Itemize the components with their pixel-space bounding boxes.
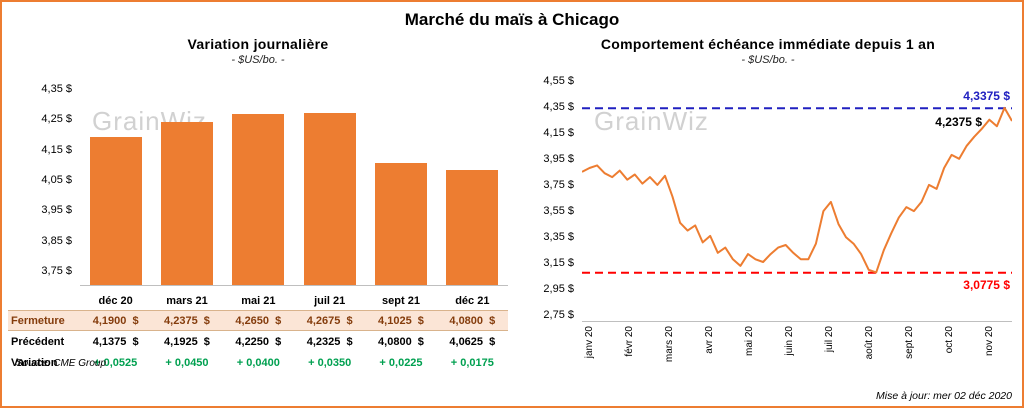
y-axis-tick-label: 4,35 $ — [543, 100, 574, 113]
left-chart-title: Variation journalière — [187, 36, 329, 52]
table-cell: 4,1900 $ — [92, 314, 139, 327]
table-cell: 4,1025 $ — [378, 314, 424, 327]
table-cell: 4,0625 $ — [449, 335, 496, 348]
y-axis-tick-label: 3,35 $ — [543, 231, 574, 244]
y-axis-tick-label: 4,35 $ — [41, 83, 72, 96]
table-cell: 4,2650 $ — [235, 314, 282, 327]
table-row-label: Précédent — [11, 335, 65, 348]
table-cell: 4,2675 $ — [306, 314, 353, 327]
right-chart-title: Comportement échéance immédiate depuis 1… — [600, 36, 936, 52]
x-axis-tick-label: févr 20 — [624, 326, 635, 357]
line-chart-x-axis: janv 20 févr 20 mars 20 avr 20 mai 20 juin 20… — [582, 322, 1012, 374]
x-axis-tick-label: juin 20 — [784, 326, 795, 356]
x-axis-tick-label: nov 20 — [984, 326, 995, 357]
y-axis-tick-label: 3,95 $ — [543, 152, 574, 165]
reference-line-label: 4,3375 $ — [963, 89, 1010, 104]
right-chart-subtitle: - $US/bo. - — [741, 54, 795, 66]
bar-sept 21 — [375, 163, 427, 285]
reference-line-label: 3,0775 $ — [963, 277, 1010, 292]
x-axis-tick-label: mai 20 — [744, 326, 755, 357]
y-axis-tick-label: 4,15 $ — [41, 143, 72, 156]
x-axis-tick-label: janv 20 — [584, 326, 595, 359]
line-chart-plot-area: GrainWiz 4,3375 $3,0775 $4,2375 $ — [582, 74, 1012, 322]
bar-déc 20 — [89, 136, 142, 285]
bar-chart-plot-area: GrainWiz — [80, 74, 508, 286]
y-axis-tick-label: 4,15 $ — [543, 126, 574, 139]
table-row-precedent: Précédent 4,1375 $ 4,1925 $ 4,2250 $ 4,2325 … — [8, 331, 508, 352]
bar-chart: 4,35 $ 4,25 $ 4,15 $ 4,05 $ 3,95 $ 3,85 $ 3,75… — [8, 74, 508, 286]
table-header-row: déc 20 mars 21 mai 21 juil 21 sept 21 déc 21 — [8, 292, 508, 310]
bar-déc 21 — [446, 169, 499, 285]
y-axis-tick-label: 3,75 $ — [543, 178, 574, 191]
y-axis-tick-label: 3,55 $ — [543, 205, 574, 218]
price-annotation-label: 4,2375 $ — [935, 115, 982, 130]
table-header-cell: déc 20 — [98, 295, 133, 307]
table-cell: 4,0800 $ — [378, 335, 424, 348]
source-note: Source: CME Group — [16, 358, 107, 369]
table-row-label: Fermeture — [11, 314, 65, 327]
bar-juil 21 — [303, 113, 356, 285]
table-header-cell: mai 21 — [241, 295, 276, 307]
price-table: déc 20 mars 21 mai 21 juil 21 sept 21 déc 21 F… — [8, 292, 508, 373]
page-title: Marché du maïs à Chicago — [404, 10, 620, 29]
table-header-cell: mars 21 — [166, 295, 208, 307]
x-axis-tick-label: juil 20 — [824, 326, 835, 353]
table-cell: + 0,0225 — [379, 356, 423, 369]
line-chart-svg — [582, 106, 1012, 274]
table-header-cell: déc 21 — [455, 295, 490, 307]
table-row-label: Variation — [11, 356, 58, 369]
price-line — [582, 106, 1012, 274]
one-year-trend-panel: Comportement échéance immédiate depuis 1… — [516, 36, 1020, 374]
x-axis-tick-label: août 20 — [864, 326, 875, 360]
y-axis-tick-label: 3,75 $ — [41, 264, 72, 277]
table-header-cell: juil 21 — [314, 295, 346, 307]
y-axis-tick-label: 3,15 $ — [543, 257, 574, 270]
y-axis-tick-label: 2,75 $ — [543, 309, 574, 322]
bar-chart-y-axis: 4,35 $ 4,25 $ 4,15 $ 4,05 $ 3,95 $ 3,85 $ 3,75… — [8, 74, 80, 286]
x-axis-tick-label: mars 20 — [664, 326, 675, 363]
table-cell: + 0,0400 — [236, 356, 280, 369]
table-row-variation: Variation + 0,0525 + 0,0450 + 0,0400 + 0,035… — [8, 352, 508, 373]
table-header-cell: sept 21 — [382, 295, 420, 307]
table-cell: + 0,0350 — [308, 356, 352, 369]
x-axis-tick-label: oct 20 — [944, 326, 955, 354]
line-chart-y-axis: 4,55 $ 4,35 $ 4,15 $ 3,95 $ 3,75 $ 3,55 $ 3,35… — [516, 74, 582, 322]
x-axis-tick-label: sept 20 — [904, 326, 915, 359]
table-cell: + 0,0175 — [450, 356, 494, 369]
table-cell: 4,2375 $ — [164, 314, 210, 327]
y-axis-tick-label: 4,05 $ — [41, 174, 72, 186]
table-cell: + 0,0525 — [94, 356, 138, 369]
table-cell: 4,2250 $ — [235, 335, 282, 348]
daily-variation-panel: Variation journalière - $US/bo. - 4,35 $… — [8, 36, 508, 373]
table-cell: + 0,0450 — [165, 356, 209, 369]
bar-mars 21 — [161, 122, 213, 285]
y-axis-tick-label: 4,55 $ — [543, 74, 574, 87]
table-cell: 4,0800 $ — [449, 314, 496, 327]
table-row-fermeture: Fermeture 4,1900 $ 4,2375 $ 4,2650 $ 4,2675 … — [8, 310, 508, 331]
table-cell: 4,2325 $ — [306, 335, 353, 348]
x-axis-tick-label: avr 20 — [704, 326, 715, 354]
updated-note: Mise à jour: mer 02 déc 2020 — [876, 390, 1012, 402]
table-cell: 4,1375 $ — [92, 335, 139, 348]
y-axis-tick-label: 3,85 $ — [41, 234, 72, 247]
y-axis-tick-label: 4,25 $ — [41, 113, 72, 126]
y-axis-tick-label: 2,95 $ — [543, 283, 574, 296]
table-cell: 4,1925 $ — [164, 335, 210, 348]
bar-mai 21 — [232, 113, 285, 285]
line-chart: 4,55 $ 4,35 $ 4,15 $ 3,95 $ 3,75 $ 3,55 $ 3,35… — [516, 74, 1020, 322]
left-chart-subtitle: - $US/bo. - — [231, 54, 285, 66]
y-axis-tick-label: 3,95 $ — [41, 204, 72, 217]
